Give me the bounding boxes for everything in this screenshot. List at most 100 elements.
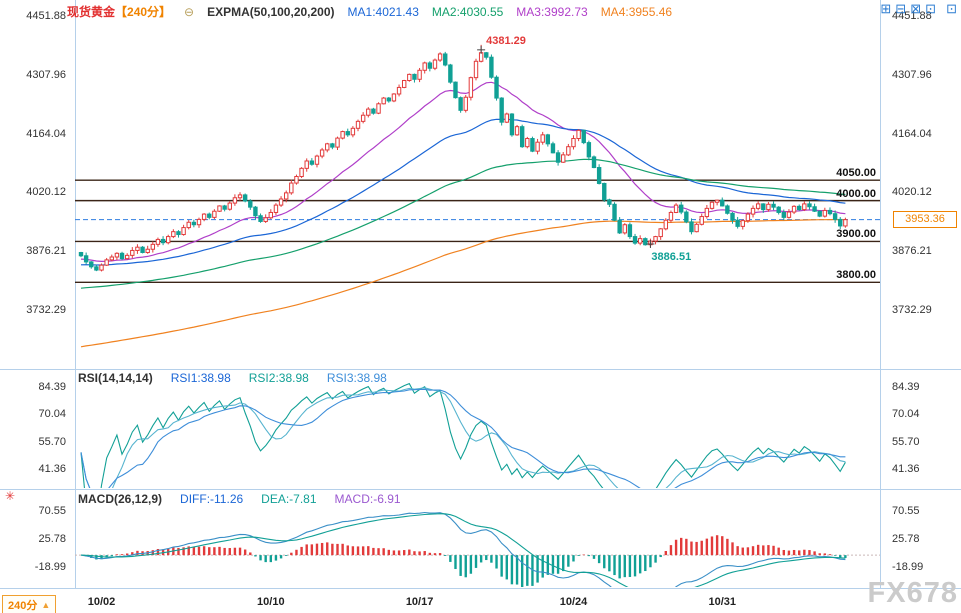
candle-body	[268, 211, 274, 219]
candle-body	[617, 219, 622, 234]
candle-body	[643, 238, 648, 246]
candle-body	[714, 199, 720, 203]
candle-body	[596, 167, 602, 184]
split-horizontal-icon[interactable]: ⊟	[895, 1, 907, 16]
candle-body	[278, 198, 284, 206]
macd-histogram	[84, 535, 847, 587]
chart-window-icon[interactable]: ⊠	[910, 1, 922, 16]
candle-body	[761, 203, 766, 211]
candle-body	[489, 56, 494, 78]
split-vertical-icon[interactable]: ⊡	[925, 1, 936, 16]
candle-body	[694, 223, 699, 233]
candle-body	[504, 113, 509, 123]
period-selector[interactable]: 240分 ▲	[2, 595, 57, 613]
candle-body	[176, 231, 181, 236]
candle-body	[386, 97, 392, 102]
candle-body	[684, 211, 689, 223]
candle-body	[422, 62, 427, 71]
candle-body	[540, 134, 545, 143]
macd-indicator-name: MACD(26,12,9)	[78, 492, 163, 506]
period-selector-label: 240分	[8, 600, 38, 612]
candle-body	[376, 103, 381, 114]
candle-body	[417, 69, 422, 80]
candle-body	[150, 243, 156, 250]
collapse-icon[interactable]: ⊖	[184, 4, 195, 19]
candle-body	[607, 199, 612, 205]
candle-body	[232, 197, 238, 204]
candle-body	[827, 209, 833, 215]
candle-body	[78, 252, 84, 257]
candle-body	[135, 246, 140, 251]
candle-body	[355, 120, 361, 129]
candle-body	[325, 143, 330, 151]
candle-body	[335, 137, 340, 148]
candle-body	[299, 167, 304, 178]
candle-body	[745, 213, 751, 222]
candle-body	[612, 203, 617, 221]
candle-body	[545, 134, 551, 145]
candle-body	[145, 248, 150, 254]
candle-body	[396, 86, 402, 95]
ma4-value: MA4:3955.46	[600, 4, 673, 19]
rsi3-value: RSI3:38.98	[326, 371, 387, 385]
candle-body	[140, 246, 145, 254]
main-chart-header: 现货黄金【240分】 ⊖ EXPMA(50,100,20,200) MA1:40…	[67, 3, 672, 20]
ema-line-200	[80, 219, 846, 348]
indicator-star-icon[interactable]: ✳	[5, 489, 16, 503]
rsi1-value: RSI1:38.98	[170, 371, 231, 385]
candle-body	[432, 59, 438, 69]
candle-body	[602, 182, 607, 201]
candle-body	[817, 210, 822, 217]
candle-body	[535, 141, 540, 152]
grid-layout-icon[interactable]: ⊞	[880, 1, 892, 16]
candle-body	[319, 149, 325, 157]
candle-body	[699, 216, 704, 225]
candle-body	[155, 238, 161, 245]
candle-body	[843, 219, 848, 227]
candle-body	[448, 64, 453, 83]
candle-body	[832, 213, 838, 220]
symbol-title: 现货黄金	[67, 5, 116, 19]
candle-body	[443, 53, 448, 66]
candle-body	[468, 77, 474, 98]
candle-body	[653, 236, 658, 242]
candle-body	[89, 261, 94, 268]
candle-body	[791, 205, 797, 213]
candle-body	[304, 160, 309, 169]
ema-line-20	[80, 81, 846, 263]
dea-value: DEA:-7.81	[261, 492, 317, 506]
expand-icon[interactable]: ⊡	[946, 1, 957, 16]
candle-body	[755, 203, 761, 209]
candle-body	[284, 192, 289, 200]
candle-body	[196, 218, 202, 226]
candles-group	[78, 44, 848, 272]
candle-body	[360, 114, 366, 122]
candle-body	[637, 238, 643, 244]
candle-body	[627, 224, 633, 238]
candle-body	[802, 203, 807, 211]
candle-body	[807, 203, 812, 208]
candle-body	[709, 201, 715, 209]
candle-body	[314, 155, 320, 165]
candle-body	[407, 73, 412, 82]
candle-body	[340, 131, 345, 139]
candle-body	[555, 152, 561, 163]
rsi-line-3	[80, 388, 846, 488]
macd-header: MACD(26,12,9) DIFF:-11.26 DEA:-7.81 MACD…	[78, 492, 401, 506]
rsi-line-2	[80, 387, 846, 488]
rsi2-value: RSI2:38.98	[248, 371, 309, 385]
candle-body	[99, 264, 104, 271]
symbol-block: 现货黄金【240分】	[67, 3, 171, 20]
candle-body	[114, 252, 120, 258]
candle-body	[591, 156, 597, 169]
period-label: 【240分】	[115, 5, 172, 19]
candle-body	[109, 256, 114, 261]
candle-body	[494, 76, 499, 99]
candle-body	[83, 255, 89, 263]
candle-body	[586, 142, 592, 158]
diff-value: DIFF:-11.26	[180, 492, 244, 506]
chevron-up-icon: ▲	[41, 600, 51, 610]
ma3-value: MA3:3992.73	[516, 4, 588, 19]
indicator-name: EXPMA(50,100,20,200)	[207, 4, 335, 19]
